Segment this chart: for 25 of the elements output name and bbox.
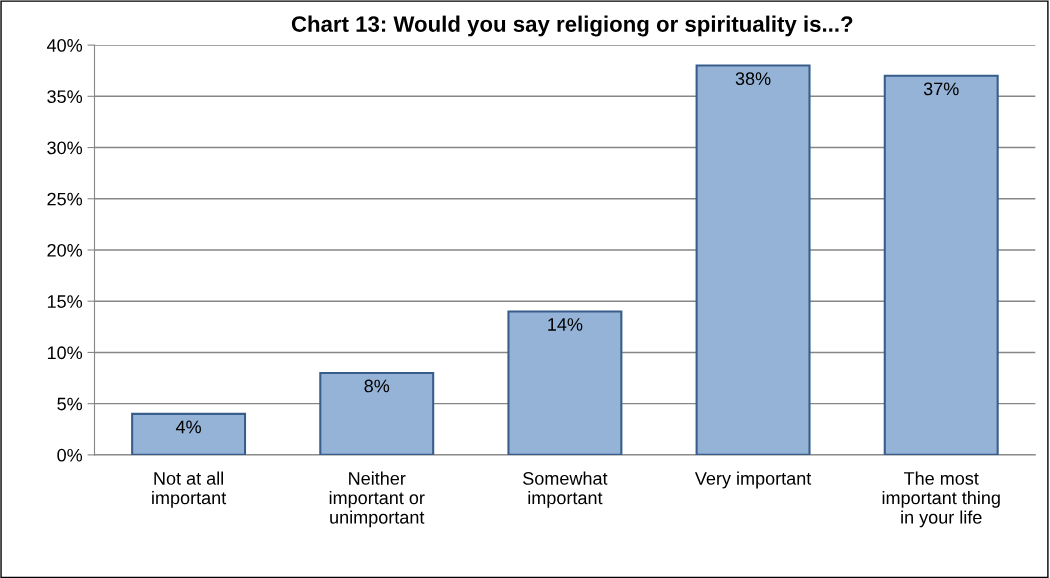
data-label: 37% [923,82,959,96]
data-label: 38% [735,72,771,85]
x-tick-label: The most important thing in your life [882,471,1000,528]
y-tick-label: 10% [47,346,83,360]
x-tick-label: Neither important or unimportant [329,471,425,528]
y-tick-label: 25% [47,192,83,206]
y-tick-label: 20% [47,243,83,257]
chart-title: Chart 13: Would you say religiong or spirituality is...? [291,15,853,37]
y-tick-label: 15% [47,295,83,308]
y-tick-label: 30% [47,141,83,155]
data-label: 14% [548,318,583,331]
bar [131,412,247,455]
y-tick-label: 5% [57,397,83,411]
x-tick-label: Very important [694,471,812,489]
bar [883,74,999,455]
y-tick-label: 0% [57,448,83,462]
y-tick-label: 40% [46,39,83,52]
data-label: 4% [175,420,201,434]
x-tick-label: Not at all important [152,471,227,508]
y-tick-label: 35% [47,90,83,104]
data-label: 8% [364,379,390,393]
bar [507,310,623,455]
bar [319,371,435,455]
bar [695,64,811,455]
x-tick-label: Somewhat important [523,471,608,508]
